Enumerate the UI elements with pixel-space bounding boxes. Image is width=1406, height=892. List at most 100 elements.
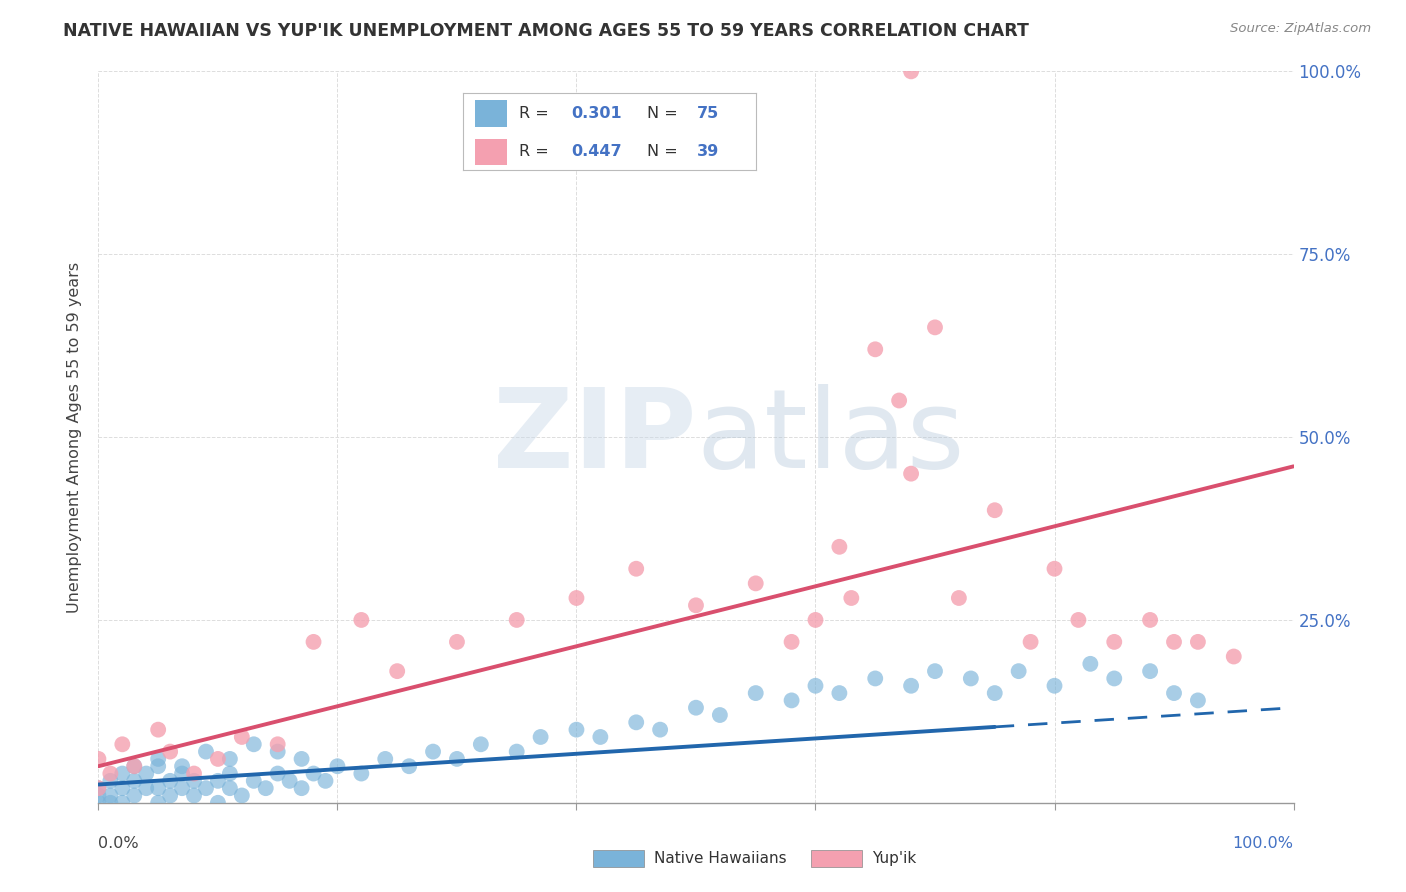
Point	[984, 686, 1007, 700]
Point	[470, 737, 492, 751]
Point	[302, 635, 325, 649]
Point	[804, 613, 827, 627]
Point	[685, 599, 707, 613]
Point	[924, 664, 946, 678]
Point	[87, 752, 110, 766]
Point	[207, 796, 229, 810]
Point	[506, 745, 529, 759]
Point	[889, 393, 911, 408]
Point	[1187, 693, 1209, 707]
Point	[565, 591, 588, 605]
Point	[243, 737, 266, 751]
Point	[828, 686, 851, 700]
Point	[231, 730, 253, 744]
Point	[159, 773, 181, 788]
Point	[124, 759, 146, 773]
Point	[111, 766, 134, 780]
Point	[254, 781, 277, 796]
Point	[422, 745, 444, 759]
Point	[685, 700, 707, 714]
Point	[111, 737, 134, 751]
Point	[1008, 664, 1031, 678]
Point	[960, 672, 983, 686]
Point	[745, 576, 768, 591]
Point	[87, 781, 110, 796]
Point	[148, 781, 170, 796]
Point	[1104, 635, 1126, 649]
Point	[1139, 664, 1161, 678]
Point	[135, 766, 157, 780]
Point	[984, 503, 1007, 517]
Point	[900, 467, 922, 481]
Point	[446, 752, 468, 766]
Point	[1043, 562, 1066, 576]
Point	[207, 752, 229, 766]
Text: atlas: atlas	[696, 384, 965, 491]
Point	[1043, 679, 1066, 693]
Point	[148, 723, 170, 737]
Point	[183, 773, 205, 788]
Point	[87, 781, 110, 796]
Point	[98, 796, 122, 810]
Point	[900, 679, 922, 693]
Text: 100.0%: 100.0%	[1233, 836, 1294, 851]
Point	[780, 635, 803, 649]
Point	[135, 781, 157, 796]
Point	[219, 752, 242, 766]
Point	[207, 773, 229, 788]
Text: Source: ZipAtlas.com: Source: ZipAtlas.com	[1230, 22, 1371, 36]
Point	[172, 759, 194, 773]
Point	[172, 766, 194, 780]
Point	[195, 745, 218, 759]
Point	[1139, 613, 1161, 627]
Point	[780, 693, 803, 707]
Point	[589, 730, 612, 744]
Point	[98, 773, 122, 788]
Point	[243, 773, 266, 788]
Point	[1019, 635, 1042, 649]
Point	[1223, 649, 1246, 664]
Point	[183, 789, 205, 803]
Point	[350, 613, 373, 627]
Point	[841, 591, 863, 605]
Text: 0.0%: 0.0%	[98, 836, 139, 851]
Text: ZIP: ZIP	[492, 384, 696, 491]
Point	[148, 796, 170, 810]
Point	[326, 759, 349, 773]
Point	[87, 796, 110, 810]
Point	[374, 752, 396, 766]
Point	[900, 64, 922, 78]
Point	[148, 752, 170, 766]
Point	[398, 759, 420, 773]
Point	[650, 723, 672, 737]
Point	[924, 320, 946, 334]
Point	[506, 613, 529, 627]
Point	[159, 789, 181, 803]
Point	[626, 715, 648, 730]
Point	[231, 789, 253, 803]
Point	[159, 745, 181, 759]
Point	[302, 766, 325, 780]
Point	[87, 789, 110, 803]
Point	[291, 781, 314, 796]
Point	[183, 766, 205, 780]
Point	[626, 562, 648, 576]
Point	[124, 789, 146, 803]
Point	[948, 591, 970, 605]
Text: NATIVE HAWAIIAN VS YUP'IK UNEMPLOYMENT AMONG AGES 55 TO 59 YEARS CORRELATION CHA: NATIVE HAWAIIAN VS YUP'IK UNEMPLOYMENT A…	[63, 22, 1029, 40]
Point	[219, 766, 242, 780]
Point	[865, 672, 887, 686]
Y-axis label: Unemployment Among Ages 55 to 59 years: Unemployment Among Ages 55 to 59 years	[66, 261, 82, 613]
Point	[267, 766, 290, 780]
Point	[267, 745, 290, 759]
Bar	[593, 849, 644, 867]
Point	[804, 679, 827, 693]
Point	[267, 737, 290, 751]
Point	[291, 752, 314, 766]
Point	[111, 781, 134, 796]
Point	[172, 781, 194, 796]
Point	[1163, 635, 1185, 649]
Point	[124, 773, 146, 788]
Point	[530, 730, 553, 744]
Point	[1163, 686, 1185, 700]
